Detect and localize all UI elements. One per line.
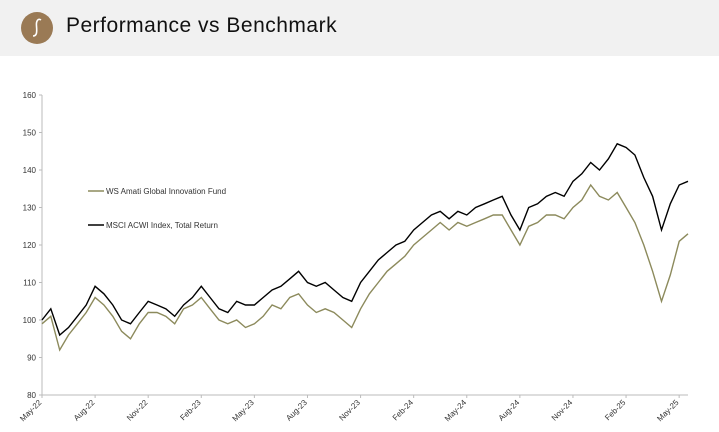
x-tick-label: May-22 [18,398,44,424]
logo [21,12,53,44]
y-tick-label: 140 [23,166,37,175]
y-tick-label: 110 [23,279,36,288]
y-tick-label: 160 [23,91,37,100]
x-tick-label: May-23 [231,398,257,424]
x-tick-label: Aug-22 [72,398,97,423]
y-tick-label: 90 [27,354,36,363]
x-tick-label: May-25 [655,398,681,424]
y-tick-label: 80 [27,391,36,400]
series-line [41,183,689,352]
x-tick-label: Nov-24 [550,398,575,423]
x-tick-label: Feb-23 [178,398,203,423]
x-tick-label: Nov-23 [337,398,362,423]
header: Performance vs Benchmark [0,0,719,56]
x-tick-label: May-24 [443,398,469,424]
legend-label: WS Amati Global Innovation Fund [106,187,226,196]
y-tick-label: 120 [23,241,37,250]
y-tick-label: 150 [23,129,37,138]
x-tick-label: Aug-23 [284,398,309,423]
chart: 80 90 100 110 120 130 140 150 160 May-22 Aug-22 Nov… [18,91,689,424]
x-tick-label: Feb-25 [603,398,628,423]
y-tick-label: 100 [23,316,37,325]
y-tick-label: 130 [23,204,37,213]
legend-label: MSCI ACWI Index, Total Return [106,221,218,230]
x-tick-label: Feb-24 [391,398,416,423]
chart-title: Performance vs Benchmark [66,14,338,37]
x-tick-label: Aug-24 [497,398,522,423]
x-tick-label: Nov-22 [125,398,150,423]
series-line [41,142,689,337]
